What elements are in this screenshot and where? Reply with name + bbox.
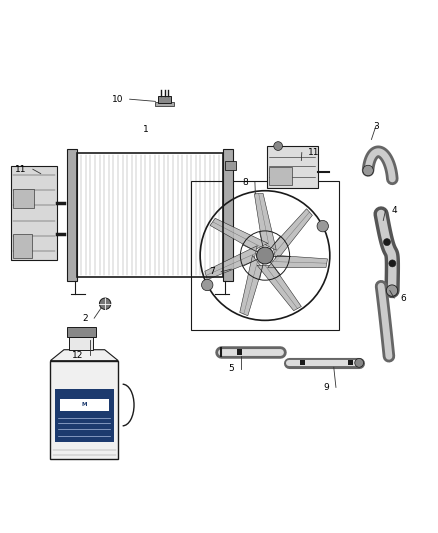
Text: 12: 12 <box>72 351 83 360</box>
Text: M: M <box>81 402 87 407</box>
Polygon shape <box>268 255 328 268</box>
Text: 4: 4 <box>392 206 398 215</box>
Bar <box>223 149 233 281</box>
Bar <box>269 167 292 185</box>
Polygon shape <box>50 350 118 361</box>
Circle shape <box>317 221 328 232</box>
Circle shape <box>363 165 373 176</box>
Bar <box>69 336 93 350</box>
Bar <box>77 152 223 278</box>
Bar <box>67 149 77 281</box>
Text: 2: 2 <box>82 314 88 322</box>
Bar <box>67 327 96 336</box>
Bar <box>11 166 57 260</box>
Bar <box>191 181 339 330</box>
Text: 5: 5 <box>229 364 234 373</box>
Bar <box>267 146 318 188</box>
Circle shape <box>201 279 213 290</box>
Circle shape <box>355 359 364 367</box>
Circle shape <box>389 260 396 267</box>
Text: 7: 7 <box>209 267 215 276</box>
Text: 11: 11 <box>15 165 26 174</box>
Polygon shape <box>254 193 276 250</box>
Text: 3: 3 <box>373 122 379 131</box>
Text: 11: 11 <box>308 148 320 157</box>
Circle shape <box>257 247 273 264</box>
Circle shape <box>99 298 111 310</box>
Text: 1: 1 <box>143 125 149 134</box>
Text: 10: 10 <box>112 95 123 104</box>
Text: 8: 8 <box>243 178 248 187</box>
Polygon shape <box>257 265 301 311</box>
Circle shape <box>386 285 398 296</box>
Bar <box>13 234 32 258</box>
Circle shape <box>383 239 390 246</box>
Bar <box>225 161 236 170</box>
Polygon shape <box>273 209 312 261</box>
Circle shape <box>274 142 283 150</box>
Bar <box>300 360 305 366</box>
Bar <box>55 389 114 442</box>
Bar <box>348 360 353 366</box>
Bar <box>155 102 174 106</box>
Polygon shape <box>205 246 257 280</box>
Bar <box>158 96 171 103</box>
Polygon shape <box>240 255 262 316</box>
Polygon shape <box>210 219 268 250</box>
Bar <box>237 349 242 354</box>
Bar <box>60 399 109 411</box>
Text: 9: 9 <box>324 383 329 392</box>
Bar <box>50 361 118 459</box>
Text: 6: 6 <box>401 294 406 303</box>
Bar <box>13 189 34 208</box>
